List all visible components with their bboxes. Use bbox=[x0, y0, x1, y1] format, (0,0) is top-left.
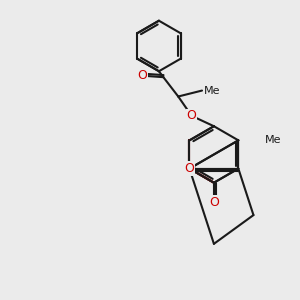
Text: O: O bbox=[138, 69, 148, 82]
Text: O: O bbox=[184, 162, 194, 175]
Text: Me: Me bbox=[203, 85, 220, 96]
Text: O: O bbox=[209, 196, 219, 208]
Text: O: O bbox=[187, 109, 196, 122]
Text: Me: Me bbox=[265, 135, 282, 145]
